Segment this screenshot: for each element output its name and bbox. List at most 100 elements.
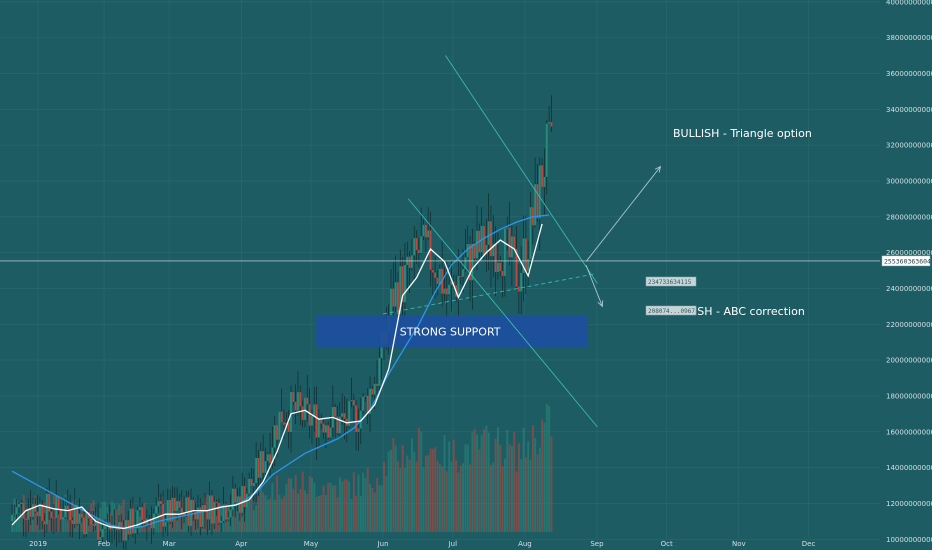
- candle-body: [71, 520, 74, 525]
- candle-body: [141, 507, 144, 520]
- volume-bar: [245, 503, 248, 532]
- volume-bar: [478, 449, 481, 532]
- volume-bar: [473, 429, 476, 532]
- volume-bar: [173, 509, 176, 532]
- candle-body: [36, 511, 39, 517]
- volume-bar: [18, 512, 20, 532]
- candle-body: [229, 509, 232, 518]
- candle-body: [548, 122, 550, 124]
- volume-bar: [476, 434, 478, 532]
- volume-bar: [508, 444, 511, 532]
- volume-bar: [415, 461, 418, 532]
- candle-body: [22, 502, 25, 519]
- volume-bar: [459, 465, 462, 532]
- candle-body: [152, 513, 155, 529]
- candle-body: [204, 505, 206, 511]
- y-tick-label: 280000000000: [886, 213, 932, 221]
- slow-moving-average: [11, 214, 550, 530]
- candle-body: [138, 507, 141, 511]
- volume-bar: [315, 496, 318, 532]
- candle-body: [292, 392, 295, 402]
- volume-bar: [406, 455, 409, 532]
- candle-body: [420, 236, 423, 253]
- candle-body: [125, 520, 127, 541]
- candle-body: [434, 272, 437, 278]
- candle-body: [206, 510, 209, 520]
- candle-body: [201, 505, 204, 527]
- volume-bar: [397, 461, 399, 532]
- candle-body: [25, 518, 27, 520]
- volume-bar: [104, 501, 106, 532]
- candle-body: [55, 495, 58, 518]
- candle-body: [329, 427, 332, 438]
- x-tick-label: Mar: [163, 540, 176, 548]
- candle-body: [527, 259, 530, 271]
- bearish-annotation: ISH - ABC correction: [694, 305, 805, 318]
- price-tag-lower: 208074...0967: [645, 305, 697, 316]
- volume-bar: [215, 500, 218, 532]
- candle-body: [176, 501, 178, 511]
- y-tick-label: 220000000000: [886, 321, 932, 329]
- candle-body: [276, 425, 278, 440]
- volume-bar: [497, 427, 499, 532]
- candle-body: [369, 388, 371, 414]
- volume-bar: [238, 510, 241, 532]
- volume-bar: [264, 495, 267, 532]
- y-tick-label: 180000000000: [886, 392, 932, 400]
- candle-body: [427, 230, 430, 238]
- candle-body: [185, 497, 188, 513]
- y-tick-label: 160000000000: [886, 428, 932, 436]
- candle-body: [304, 397, 306, 420]
- candle-body: [424, 224, 427, 238]
- y-tick-label: 300000000000: [886, 177, 932, 185]
- volume-bar: [499, 444, 502, 532]
- volume-bar: [234, 510, 237, 532]
- candle-body: [471, 243, 474, 281]
- candle-body: [364, 395, 367, 397]
- candle-body: [76, 504, 78, 524]
- volume-bar: [313, 482, 316, 532]
- volume-bar: [334, 485, 337, 532]
- y-tick-label: 260000000000: [886, 249, 932, 257]
- volume-bar: [327, 482, 330, 532]
- volume-bar: [276, 475, 279, 532]
- bullish-arrow: [585, 166, 661, 262]
- y-tick-label: 320000000000: [886, 142, 932, 150]
- candle-body: [408, 256, 411, 268]
- candle-body: [376, 383, 378, 386]
- volume-bar: [71, 501, 74, 532]
- candle-body: [378, 357, 381, 386]
- x-tick-label: Oct: [661, 540, 673, 548]
- volume-bar: [311, 477, 313, 532]
- candle-body: [350, 400, 353, 402]
- candle-body: [43, 520, 46, 525]
- candle-body: [343, 413, 346, 419]
- volume-bar: [501, 466, 504, 532]
- volume-bar: [34, 495, 37, 532]
- triangle-support-line: [382, 273, 597, 315]
- candle-body: [338, 416, 341, 434]
- candle-body: [457, 276, 460, 297]
- volume-bar: [387, 451, 390, 532]
- candle-body: [297, 392, 299, 411]
- candle-body: [336, 416, 339, 434]
- volume-bar: [294, 475, 297, 532]
- volume-bar: [359, 495, 362, 532]
- candle-body: [155, 506, 158, 514]
- candle-body: [45, 493, 48, 525]
- volume-bar: [338, 477, 341, 532]
- candle-body: [492, 244, 495, 257]
- candle-body: [264, 461, 267, 473]
- volume-bar: [122, 499, 125, 532]
- candle-body: [257, 458, 260, 478]
- candle-body: [476, 230, 478, 259]
- candle-body: [341, 413, 344, 417]
- candle-body: [99, 537, 102, 540]
- volume-bar: [424, 455, 427, 532]
- y-tick-label: 120000000000: [886, 500, 932, 508]
- volume-bar: [250, 493, 253, 532]
- volume-bar: [548, 405, 551, 532]
- candle-body: [545, 123, 548, 177]
- candle-body: [415, 238, 418, 251]
